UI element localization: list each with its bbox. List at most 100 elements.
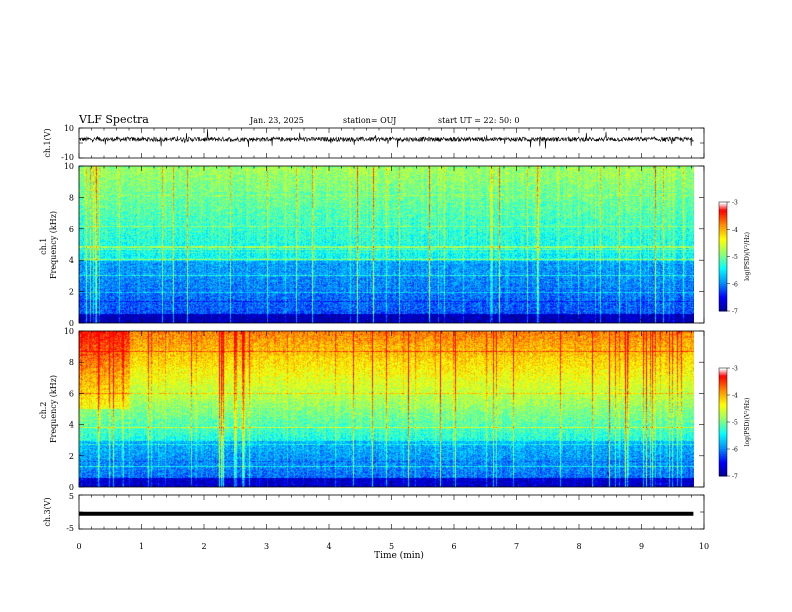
y-tick-label: 8 (69, 193, 74, 202)
colorbar-cell (719, 243, 727, 247)
ch1-ylabel-line2: Frequency (kHz) (49, 211, 58, 279)
colorbar-cell (719, 267, 727, 270)
y-tick-label: 4 (69, 256, 74, 265)
y-tick-label: 0 (69, 319, 74, 328)
x-tick-label: 8 (576, 542, 581, 551)
colorbar-cell (719, 391, 727, 394)
ch3-ytick-top: 5 (69, 492, 74, 501)
colorbar-cell (719, 251, 727, 254)
colorbar-cell (719, 384, 727, 387)
colorbar-cell (719, 441, 727, 445)
colorbar-cell (719, 300, 727, 303)
date-label: Jan. 23, 2025 (249, 116, 304, 125)
x-tick-label: 5 (389, 542, 394, 551)
colorbar-cell (719, 369, 727, 373)
ch1-waveform-trace (78, 129, 694, 149)
colorbar-cell (719, 231, 727, 234)
colorbar-tick-label: -4 (732, 227, 738, 234)
colorbar-cell (719, 467, 727, 470)
colorbar-cell (719, 375, 727, 378)
colorbar-cell (719, 423, 727, 427)
colorbar-label: log(PSD)(V²/Hz) (744, 398, 751, 447)
x-tick-label: 10 (699, 542, 709, 551)
y-tick-label: 6 (69, 225, 74, 234)
colorbar-cell (719, 234, 727, 238)
ch1-spectrogram-image (79, 166, 694, 323)
colorbar-tick-label: -6 (732, 447, 738, 454)
ch3-ytick-bottom: -5 (66, 524, 74, 533)
ch1-spectrogram-panel: 0 2 4 6 8 10 ch.1 Frequency (kHz) -3 -4 -5 -6 -7 l… (39, 162, 751, 328)
y-tick-label: 0 (69, 483, 74, 492)
colorbar-cell (719, 382, 727, 385)
x-axis: 0 1 2 3 4 5 6 7 8 9 10 (76, 542, 709, 551)
colorbar-cell (719, 380, 727, 383)
y-tick-label: 4 (69, 421, 74, 430)
colorbar-cell (719, 281, 727, 285)
ch1-colorbar: -3 -4 -5 -6 -7 log(PSD)(V²/Hz) (718, 200, 751, 316)
colorbar-cell (719, 470, 727, 473)
colorbar-cell (719, 463, 727, 466)
colorbar-cell (719, 221, 727, 225)
colorbar-cell (719, 298, 727, 301)
colorbar-cell (719, 377, 727, 380)
colorbar-cell (719, 386, 727, 389)
colorbar-cell (719, 303, 727, 307)
figure-title: VLF Spectra (78, 113, 149, 126)
colorbar-cell (719, 203, 727, 207)
colorbar-tick-label: -7 (732, 309, 738, 316)
colorbar-cell (719, 245, 727, 248)
colorbar-cell (719, 395, 727, 398)
ch2-spectrogram-ylabel: ch.2 Frequency (kHz) (39, 375, 58, 443)
colorbar-label: log(PSD)(V²/Hz) (744, 232, 751, 281)
colorbar-cell (719, 241, 727, 245)
colorbar-cell (719, 202, 727, 205)
colorbar-cell (719, 434, 727, 437)
colorbar-cell (719, 285, 727, 288)
colorbar-cell (719, 260, 727, 263)
colorbar-cell (719, 223, 727, 227)
ch2-colorbar: -3 -4 -5 -6 -7 log(PSD)(V²/Hz) (718, 366, 751, 481)
x-tick-label: 7 (514, 542, 519, 551)
colorbar-cell (719, 443, 727, 446)
colorbar-cell (719, 209, 727, 212)
colorbar-cell (719, 459, 727, 463)
x-axis-label: Time (min) (374, 550, 424, 561)
x-tick-label: 3 (264, 542, 269, 551)
colorbar-cell (719, 416, 727, 419)
ch1-ylabel-line1: ch.1 (39, 238, 48, 255)
x-tick-label: 2 (201, 542, 206, 551)
colorbar-cell (719, 261, 727, 265)
colorbar-cell (719, 240, 727, 243)
colorbar-cell (719, 301, 727, 305)
colorbar-cell (719, 387, 727, 391)
colorbar-cell (719, 307, 727, 310)
colorbar-cell (719, 458, 727, 461)
colorbar-cell (719, 396, 727, 400)
colorbar-cell (719, 287, 727, 290)
y-tick-label: 6 (69, 389, 74, 398)
colorbar-cell (719, 254, 727, 257)
colorbar-cell (719, 450, 727, 454)
colorbar-cell (719, 227, 727, 230)
ch3-waveform-panel: 5 -5 ch.3(V) (43, 492, 705, 533)
colorbar-cell (719, 427, 727, 430)
colorbar-cell (719, 280, 727, 283)
colorbar-cell (719, 296, 727, 299)
colorbar-cell (719, 220, 727, 223)
colorbar-cell (719, 265, 727, 268)
ch1-ytick-top: 10 (64, 124, 74, 133)
colorbar-cell (719, 445, 727, 448)
station-label: station= OUJ (343, 116, 396, 125)
colorbar-cell (719, 420, 727, 423)
colorbar-cell (719, 465, 727, 468)
ch1-waveform-panel: 10 -10 ch.1(V) (43, 124, 705, 162)
colorbar-cell (719, 429, 727, 432)
x-tick-label: 9 (639, 542, 644, 551)
colorbar-cell (719, 407, 727, 410)
colorbar-cell (719, 236, 727, 239)
colorbar-cell (719, 452, 727, 455)
x-tick-label: 6 (451, 542, 456, 551)
colorbar-cell (719, 212, 727, 216)
colorbar-cell (719, 214, 727, 218)
